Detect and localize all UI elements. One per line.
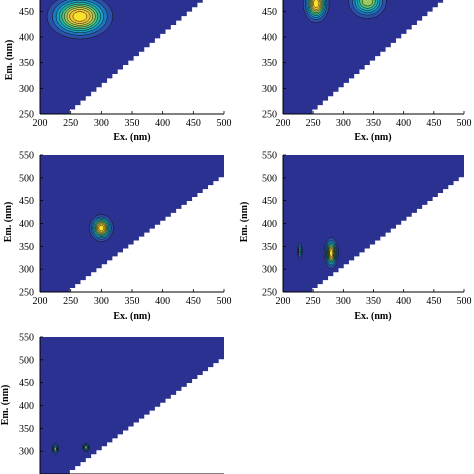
x-tick-label: 350 [366,296,381,307]
x-tick-label: 300 [336,296,351,307]
x-tick-label: 450 [426,296,441,307]
x-tick-label: 500 [457,296,472,307]
y-tick-label: 400 [19,219,34,230]
x-tick-label: 200 [33,118,48,129]
y-tick-label: 250 [262,288,277,299]
y-tick-label: 450 [262,196,277,207]
x-tick-label: 400 [396,118,411,129]
panel-c4: C4 Ex. (nm) Em. (nm) 2002503003504004505… [239,151,472,323]
x-tick-label: 500 [217,118,232,129]
contour-level-5 [84,445,88,450]
x-tick-label: 250 [306,118,321,129]
contour-level-9 [329,249,334,257]
y-tick-label: 300 [19,265,34,276]
x-axis-label-c3: Ex. (nm) [113,311,150,322]
y-tick-label: 350 [262,242,277,253]
scatter-mask [64,173,224,292]
y-tick-label: 500 [262,173,277,184]
x-tick-label: 250 [63,118,78,129]
scatter-mask [64,355,224,474]
x-tick-label: 250 [63,296,78,307]
plot-area-c4 [283,155,464,292]
y-tick-label: 450 [19,196,34,207]
y-tick-label: 250 [262,110,277,121]
x-tick-label: 200 [276,118,291,129]
x-tick-label: 400 [155,118,170,129]
contour-level-6 [361,0,374,7]
y-tick-label: 300 [262,265,277,276]
panel-c3: C3 Ex. (nm) Em. (nm) 2002503003504004505… [3,151,232,323]
y-tick-label: 550 [19,333,34,344]
plot-area-c3 [40,155,224,292]
y-tick-label: 450 [262,7,277,18]
x-axis-label-c2: Ex. (nm) [354,132,391,143]
plot-area-c2 [283,0,464,114]
plot-area-c5 [40,337,224,474]
y-tick-label: 450 [19,378,34,389]
scatter-mask [307,0,464,114]
y-tick-label: 500 [19,355,34,366]
y-tick-label: 450 [19,7,34,18]
contour-level-9 [313,0,320,8]
y-tick-label: 400 [19,401,34,412]
x-tick-label: 350 [366,118,381,129]
scatter-mask [64,0,224,114]
y-tick-label: 400 [262,33,277,44]
y-tick-label: 250 [19,288,34,299]
y-tick-label: 300 [19,84,34,95]
y-tick-label: 400 [19,33,34,44]
y-tick-label: 300 [262,84,277,95]
x-tick-label: 450 [426,118,441,129]
y-axis-label-c3: Em. (nm) [3,202,14,243]
contour-level-9 [98,224,105,232]
x-tick-label: 300 [94,118,109,129]
y-tick-label: 250 [19,110,34,121]
panel-c2: C2 Ex. (nm) 2002503003504004505002503003… [262,0,472,143]
x-tick-label: 200 [276,296,291,307]
y-tick-label: 550 [19,151,34,162]
x-tick-label: 300 [94,296,109,307]
y-tick-label: 550 [262,151,277,162]
x-axis-label-c4: Ex. (nm) [354,311,391,322]
x-tick-label: 200 [33,296,48,307]
y-tick-label: 350 [262,58,277,69]
y-tick-label: 350 [19,424,34,435]
x-axis-label-c1: Ex. (nm) [113,132,150,143]
x-tick-label: 400 [396,296,411,307]
x-tick-label: 250 [306,296,321,307]
x-tick-label: 300 [336,118,351,129]
x-tick-label: 500 [217,296,232,307]
y-tick-label: 400 [262,219,277,230]
x-tick-label: 400 [155,296,170,307]
x-tick-label: 500 [457,118,472,129]
x-tick-label: 350 [125,296,140,307]
y-axis-label-c4: Em. (nm) [239,202,250,243]
x-tick-label: 450 [186,118,201,129]
x-tick-label: 450 [186,296,201,307]
contour-level-9 [72,11,88,22]
contour-level-4 [298,248,301,254]
plot-area-c1 [40,0,224,114]
x-tick-label: 350 [125,118,140,129]
contour-level-5 [54,446,57,451]
y-tick-label: 500 [19,173,34,184]
scatter-mask [307,173,464,292]
y-axis-label-c1: Em. (nm) [4,40,15,81]
y-tick-label: 350 [19,58,34,69]
y-tick-label: 300 [19,447,34,458]
y-tick-label: 350 [19,242,34,253]
y-axis-label-c5: Em. (nm) [0,385,11,426]
panel-c1: C1 Ex. (nm) Em. (nm) 2002503003504004505… [4,0,232,143]
